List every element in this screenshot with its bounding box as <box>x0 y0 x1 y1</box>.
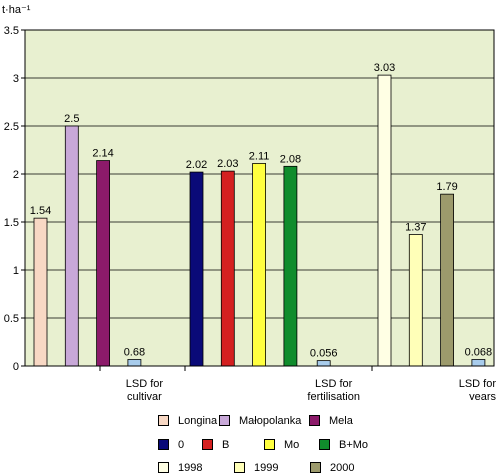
data-label: 1.37 <box>405 221 426 233</box>
legend-label: Longina <box>178 415 218 427</box>
data-label: 2.08 <box>280 153 301 165</box>
bar-mela <box>96 160 110 367</box>
y-axis-label: t·ha⁻¹ <box>2 4 31 16</box>
legend-row: 1998 1999 2000 <box>0 460 500 476</box>
data-label: 2.02 <box>186 159 207 171</box>
legend-swatch <box>202 439 213 450</box>
data-label: 2.5 <box>64 113 79 125</box>
bar-ma-opolanka <box>64 125 79 367</box>
data-label: 2.11 <box>249 150 270 162</box>
legend-swatch <box>310 462 321 473</box>
bar-lsd <box>471 359 486 367</box>
legend-swatch <box>264 439 275 450</box>
bar-2000 <box>440 193 455 367</box>
legend-label: Mo <box>284 439 300 451</box>
y-tick-label: 1 <box>13 265 19 277</box>
legend-row: Longina Małopolanka Mela <box>0 413 500 429</box>
legend-swatch <box>158 415 169 426</box>
y-tick-label: 0 <box>13 361 19 373</box>
y-tick-label: 2 <box>13 169 19 181</box>
data-label: 1.79 <box>436 181 457 193</box>
category-label: years <box>469 391 496 400</box>
legend-swatch <box>158 462 169 473</box>
category-label: cultivar <box>127 391 162 400</box>
legend-label: 0 <box>178 439 185 451</box>
category-label: LSD for <box>315 378 353 390</box>
bar-0 <box>189 171 204 367</box>
legend-label: Małopolanka <box>239 415 302 427</box>
bar-longina <box>33 217 48 367</box>
bar-lsd <box>127 359 142 367</box>
legend-swatch <box>319 439 330 450</box>
y-tick-label: 2.5 <box>4 121 19 133</box>
legend-label: B <box>222 439 230 451</box>
y-tick-label: 3.5 <box>4 25 19 37</box>
legend-swatch <box>158 439 169 450</box>
data-label: 0.056 <box>310 348 338 360</box>
bar-b-mo <box>283 165 298 367</box>
bar-1999 <box>408 234 423 367</box>
y-tick-label: 0.5 <box>4 313 19 325</box>
legend-swatch <box>234 462 245 473</box>
legend-label: Mela <box>329 415 353 427</box>
category-label: fertilisation <box>307 391 360 400</box>
data-label: 2.03 <box>217 158 238 170</box>
legend-swatch <box>309 415 320 426</box>
y-tick-label: 3 <box>13 73 19 85</box>
bar-chart: t·ha⁻¹ 0 0.5 1 1.5 2 2.5 3 3.5 1.54 2.5 2.14 0.68 2… <box>2 4 497 400</box>
data-labels: 1.54 2.5 2.14 0.68 2.02 2.03 2.11 2.08 0.056 3.03… <box>30 62 492 360</box>
bar-lsd <box>316 360 331 367</box>
category-label: LSD for <box>459 378 497 390</box>
legend-label: 1998 <box>178 462 203 474</box>
data-label: 1.54 <box>30 205 51 217</box>
legend-swatch <box>219 415 230 426</box>
bar-mo <box>252 163 267 367</box>
legend-label: 1999 <box>254 462 279 474</box>
y-axis-ticks: 0 0.5 1 1.5 2 2.5 3 3.5 <box>4 25 25 373</box>
legend-label: B+Mo <box>339 439 369 451</box>
bar-b <box>220 170 235 367</box>
bar-1998 <box>377 74 392 367</box>
data-label: 0.68 <box>124 346 145 358</box>
y-tick-label: 1.5 <box>4 217 19 229</box>
legend-label: 2000 <box>330 462 355 474</box>
category-label: LSD for <box>126 378 164 390</box>
data-label: 0.068 <box>465 346 493 358</box>
data-label: 2.14 <box>92 148 113 160</box>
legend-row: 0 B Mo B+Mo <box>0 437 500 453</box>
data-label: 3.03 <box>374 62 395 74</box>
